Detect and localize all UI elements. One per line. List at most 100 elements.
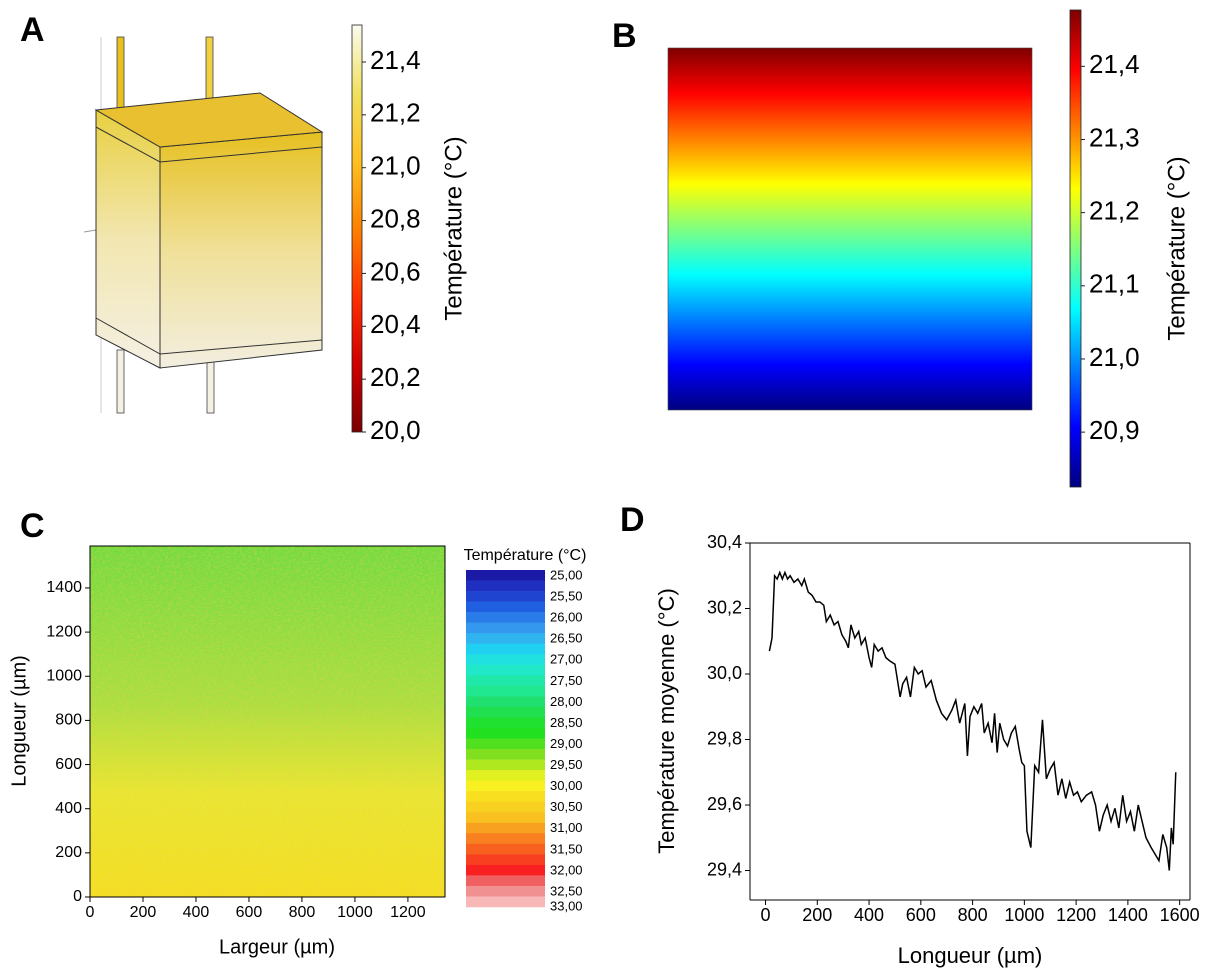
colorbar-tick-label: 20,6 [370, 256, 421, 286]
legend-swatch [466, 643, 545, 655]
x-tick-label: 1000 [337, 904, 373, 921]
y-tick-label: 800 [55, 712, 82, 729]
x-tick-label: 0 [761, 905, 771, 925]
legend-swatch [466, 580, 545, 592]
legend-swatch [466, 685, 545, 697]
legend-level-label: 30,50 [550, 799, 583, 814]
render-3d [83, 36, 324, 414]
legend-level-label: 31,50 [550, 841, 583, 856]
colorbar-title: Température (°C) [440, 136, 467, 320]
y-tick-label: 1200 [46, 623, 82, 640]
legend-level-label: 32,00 [550, 862, 583, 877]
legend-swatch [466, 791, 545, 802]
legend-level-label: 32,50 [550, 883, 583, 898]
legend-level-label: 28,00 [550, 694, 583, 709]
legend-swatch [466, 801, 545, 813]
legend-swatch [466, 854, 545, 866]
y-tick-label: 29,4 [707, 859, 742, 879]
legend-level-label: 27,00 [550, 652, 583, 667]
legend-level-label: 26,50 [550, 631, 583, 646]
x-axis-title: Longueur (µm) [898, 943, 1043, 968]
legend-swatch [466, 696, 545, 708]
colorbar [1069, 9, 1082, 488]
legend-level-label: 25,00 [550, 567, 583, 582]
y-axis-title: Température moyenne (°C) [654, 588, 679, 854]
x-tick-label: 1000 [1004, 905, 1044, 925]
legend-level-label: 27,50 [550, 673, 583, 688]
y-tick-label: 1400 [46, 579, 82, 596]
x-tick-label: 1200 [390, 904, 426, 921]
colorbar-tick-label: 21,4 [370, 45, 421, 75]
colorbar-tick-label: 21,2 [1089, 196, 1140, 226]
y-tick-label: 600 [55, 756, 82, 773]
colorbar-tick-label: 21,4 [1089, 49, 1140, 79]
colorbar-tick-label: 20,0 [370, 415, 421, 445]
y-tick-label: 30,4 [707, 532, 742, 552]
legend-level-label: 29,50 [550, 757, 583, 772]
legend-swatch [466, 664, 545, 676]
legend-swatch [466, 717, 545, 729]
legend-swatch [466, 612, 545, 623]
panel-label: C [20, 507, 45, 545]
legend-level-label: 33,00 [550, 898, 583, 913]
data-line [768, 570, 1177, 871]
legend-swatch [466, 812, 545, 824]
legend-swatch [466, 822, 545, 834]
legend-swatch [466, 770, 545, 781]
panel-label: A [20, 11, 45, 49]
legend-swatch [466, 570, 545, 581]
legend-level-label: 29,00 [550, 736, 583, 751]
colorbar-tick-label: 20,4 [370, 309, 421, 339]
x-tick-label: 200 [130, 904, 157, 921]
legend-swatch [466, 780, 545, 792]
x-tick-label: 0 [86, 904, 95, 921]
legend-swatch [466, 896, 545, 908]
y-tick-label: 29,6 [707, 794, 742, 814]
y-tick-label: 29,8 [707, 728, 742, 748]
x-tick-label: 400 [854, 905, 884, 925]
legend-level-label: 30,00 [550, 778, 583, 793]
colorbar-tick-label: 20,9 [1089, 415, 1140, 445]
legend-level-label: 31,00 [550, 820, 583, 835]
legend-swatch [466, 675, 545, 687]
y-axis-title: Longueur (µm) [8, 655, 30, 787]
legend-swatch [466, 633, 545, 645]
legend-swatch [466, 759, 545, 771]
colorbar-tick-label: 20,8 [370, 203, 421, 233]
panel-label: D [620, 501, 645, 539]
x-tick-label: 1600 [1160, 905, 1200, 925]
colorbar-title: Température (°C) [1163, 156, 1190, 340]
legend-level-label: 25,50 [550, 589, 583, 604]
colorbar-tick-label: 21,3 [1089, 122, 1140, 152]
x-tick-label: 200 [802, 905, 832, 925]
legend-swatch [466, 875, 545, 887]
x-tick-label: 600 [236, 904, 263, 921]
x-tick-label: 800 [958, 905, 988, 925]
legend-swatch [466, 601, 545, 613]
x-tick-label: 1400 [1108, 905, 1148, 925]
legend-swatch [466, 727, 545, 739]
heatmap-field [90, 546, 445, 897]
y-tick-label: 1000 [46, 667, 82, 684]
legend-swatch [466, 864, 545, 876]
colorbar-tick-label: 21,1 [1089, 269, 1140, 299]
colorbar-tick-label: 21,0 [370, 151, 421, 181]
y-tick-label: 0 [73, 888, 82, 905]
y-tick-label: 200 [55, 844, 82, 861]
colorbar-tick-label: 21,0 [1089, 342, 1140, 372]
plot-frame [89, 545, 446, 898]
legend-swatch [466, 843, 545, 855]
x-tick-label: 600 [906, 905, 936, 925]
x-tick-label: 800 [289, 904, 316, 921]
legend-level-label: 28,50 [550, 715, 583, 730]
legend-swatch [466, 706, 545, 718]
legend-swatch [466, 749, 545, 760]
colorbar-tick-label: 21,2 [370, 98, 421, 128]
legend-title: Température (°C) [464, 547, 587, 564]
colorbar-tick-label: 20,2 [370, 362, 421, 392]
x-tick-label: 1200 [1056, 905, 1096, 925]
legend-swatch [466, 833, 545, 845]
legend-swatch [466, 654, 545, 666]
